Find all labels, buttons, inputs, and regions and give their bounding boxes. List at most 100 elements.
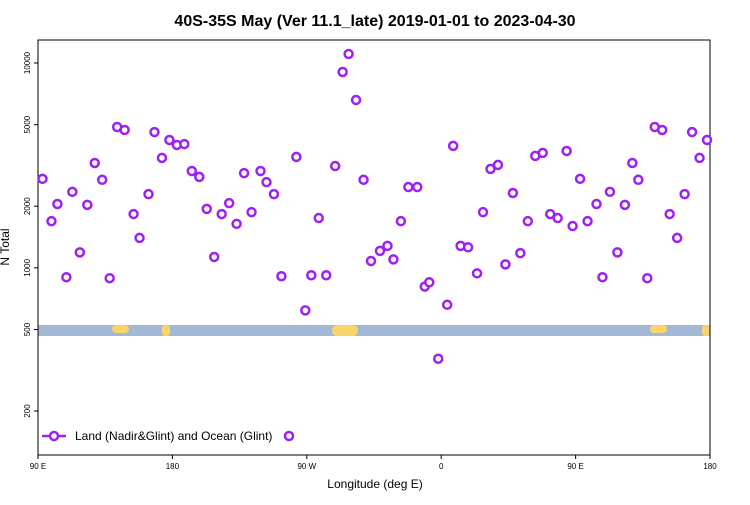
land-patch bbox=[162, 325, 170, 336]
data-point bbox=[276, 270, 287, 282]
data-point bbox=[350, 94, 362, 106]
data-point bbox=[134, 232, 145, 244]
data-point bbox=[365, 255, 377, 267]
data-point bbox=[447, 140, 459, 152]
data-point bbox=[485, 163, 496, 175]
data-point bbox=[694, 152, 705, 164]
data-point bbox=[612, 247, 623, 258]
land-patch bbox=[332, 325, 358, 336]
data-point bbox=[441, 299, 453, 311]
legend-marker bbox=[283, 430, 295, 442]
data-point bbox=[492, 159, 504, 171]
data-point bbox=[164, 134, 175, 146]
data-point bbox=[300, 305, 311, 316]
data-point bbox=[462, 242, 474, 253]
data-point bbox=[642, 272, 653, 284]
data-point bbox=[537, 147, 548, 159]
data-point bbox=[208, 251, 220, 263]
data-point bbox=[424, 277, 435, 288]
y-tick-label: 5000 bbox=[23, 115, 32, 133]
x-axis-label: Longitude (deg E) bbox=[327, 477, 422, 491]
data-point bbox=[104, 272, 115, 284]
data-point bbox=[268, 188, 280, 200]
data-point bbox=[255, 165, 266, 177]
data-point bbox=[432, 353, 444, 364]
data-point bbox=[46, 215, 57, 227]
land-ocean-strip bbox=[38, 325, 710, 336]
data-point bbox=[89, 157, 100, 169]
chart-title: 40S-35S May (Ver 11.1_late) 2019-01-01 t… bbox=[174, 13, 575, 30]
data-point bbox=[261, 176, 272, 188]
data-point bbox=[358, 174, 369, 186]
data-point bbox=[412, 181, 423, 193]
data-point bbox=[522, 215, 534, 227]
data-point bbox=[313, 212, 324, 224]
y-tick-label: 2000 bbox=[23, 197, 32, 215]
ocean-band bbox=[38, 325, 710, 336]
y-tick-label: 200 bbox=[23, 404, 32, 418]
legend: Land (Nadir&Glint) and Ocean (Glint) bbox=[40, 424, 310, 448]
data-point bbox=[37, 173, 48, 185]
x-tick-label: 90 E bbox=[30, 462, 46, 471]
data-point bbox=[246, 206, 257, 218]
data-point bbox=[382, 240, 393, 252]
data-point bbox=[337, 66, 348, 78]
data-point bbox=[701, 134, 713, 146]
data-point bbox=[403, 181, 414, 193]
data-point bbox=[604, 186, 616, 198]
data-point bbox=[544, 208, 556, 220]
y-tick-label: 10000 bbox=[23, 51, 32, 74]
land-patch bbox=[112, 325, 129, 333]
data-point bbox=[388, 254, 399, 265]
data-point bbox=[619, 199, 631, 211]
data-point bbox=[67, 186, 78, 198]
x-tick-label: 90 E bbox=[567, 462, 583, 471]
x-tick-label: 180 bbox=[166, 462, 180, 471]
data-point bbox=[216, 208, 227, 220]
data-point bbox=[291, 151, 302, 163]
data-point bbox=[633, 174, 644, 186]
data-point bbox=[591, 198, 602, 210]
legend-marker bbox=[48, 430, 60, 442]
data-point bbox=[343, 48, 354, 60]
legend-label: Land (Nadir&Glint) and Ocean (Glint) bbox=[75, 429, 272, 443]
data-point bbox=[671, 232, 683, 244]
data-point bbox=[627, 157, 638, 169]
data-point bbox=[567, 220, 578, 232]
data-point bbox=[186, 165, 198, 177]
data-point bbox=[231, 218, 242, 230]
data-point bbox=[374, 245, 386, 257]
data-point bbox=[552, 212, 563, 224]
data-point bbox=[82, 199, 93, 211]
data-point bbox=[119, 124, 130, 136]
y-tick-label: 500 bbox=[23, 322, 32, 336]
data-point bbox=[477, 206, 489, 218]
data-point bbox=[179, 138, 190, 150]
data-point bbox=[574, 173, 586, 185]
data-point bbox=[664, 208, 675, 220]
data-point bbox=[395, 215, 407, 227]
x-tick-label: 90 W bbox=[297, 462, 316, 471]
data-point bbox=[96, 174, 108, 186]
x-tick-label: 180 bbox=[703, 462, 717, 471]
data-point bbox=[329, 160, 341, 172]
data-point bbox=[515, 247, 526, 259]
legend-box bbox=[40, 424, 310, 448]
data-point bbox=[74, 247, 86, 258]
data-point bbox=[582, 215, 593, 227]
data-point bbox=[156, 152, 168, 164]
y-tick-label: 1000 bbox=[23, 258, 32, 276]
x-tick-label: 0 bbox=[439, 462, 444, 471]
data-point bbox=[201, 203, 212, 215]
data-point bbox=[597, 271, 608, 283]
y-axis-label: N Total bbox=[0, 228, 12, 265]
data-point bbox=[149, 126, 160, 138]
data-point bbox=[679, 188, 690, 200]
data-point bbox=[143, 188, 154, 200]
plot-frame bbox=[37, 39, 711, 456]
data-point bbox=[320, 270, 332, 281]
data-point bbox=[500, 259, 511, 270]
data-point bbox=[52, 198, 63, 210]
data-point bbox=[238, 167, 250, 179]
